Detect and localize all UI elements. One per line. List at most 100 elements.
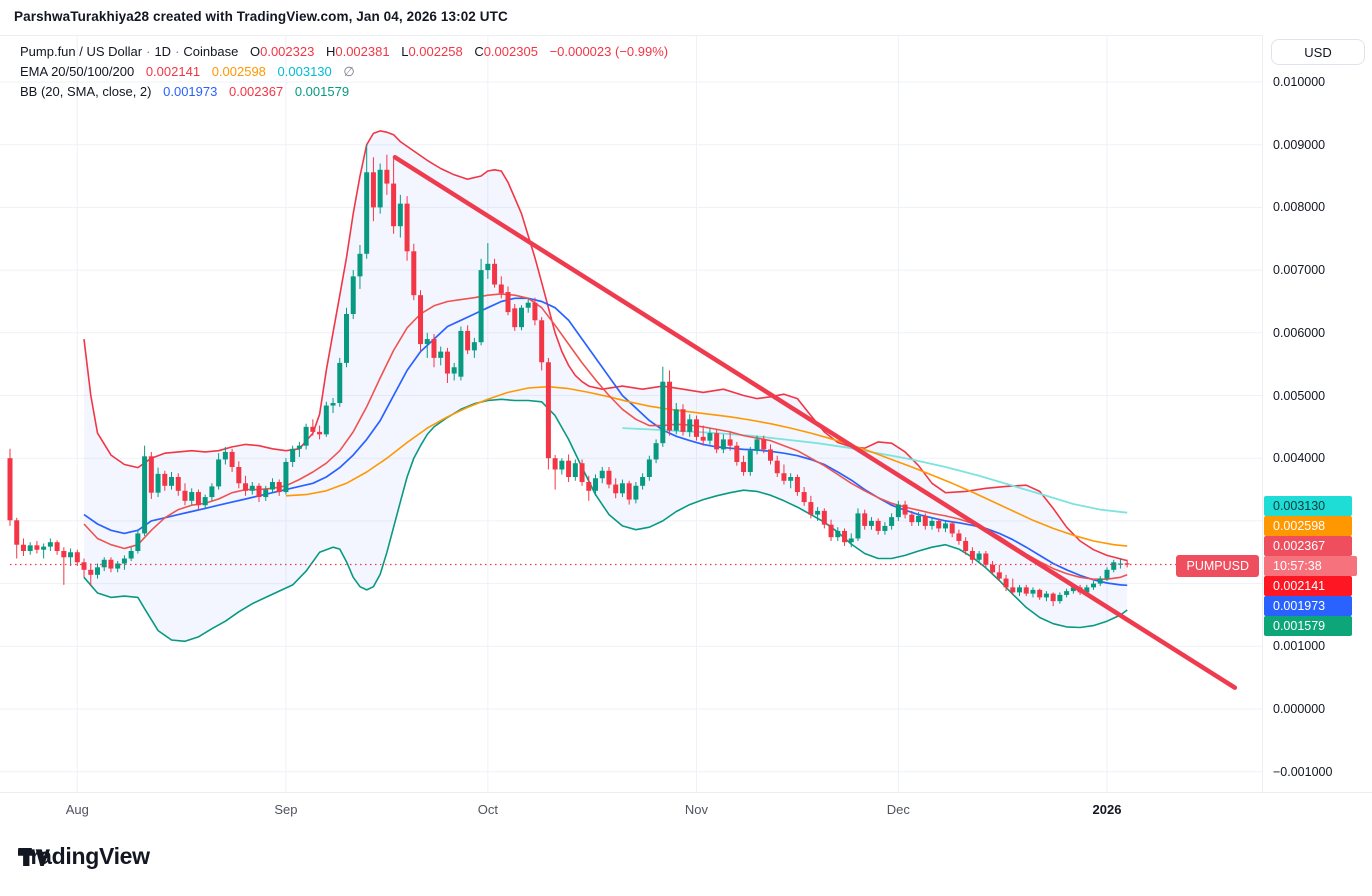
candle-body (7, 458, 13, 521)
candle-body (303, 426, 309, 446)
candle-body (364, 172, 370, 254)
candle-body (518, 307, 524, 328)
candle-body (552, 458, 558, 470)
candle-body (169, 477, 175, 486)
descending-trendline[interactable] (392, 154, 1238, 690)
candle-body (646, 459, 652, 478)
candle-body (27, 545, 33, 551)
candle-body (397, 203, 403, 227)
separator-dot: · (175, 44, 180, 59)
candle-body (606, 470, 612, 485)
candle-body (539, 320, 545, 363)
time-axis-label-dec: Dec (886, 802, 910, 817)
price-tick-label: 0.004000 (1273, 451, 1326, 466)
candle-body (189, 492, 195, 501)
candle-body (20, 544, 26, 551)
candle-body (148, 456, 154, 493)
candle-body (377, 169, 383, 208)
chart-legend: Pump.fun / US Dollar · 1D · Coinbase O0.0023… (20, 42, 668, 102)
candle-body (714, 433, 720, 450)
exchange-label: Coinbase (183, 44, 239, 59)
candle-body (47, 542, 53, 547)
candle-body (94, 567, 100, 575)
candle-body (767, 449, 773, 461)
candle-body (640, 477, 646, 486)
candle-body (693, 419, 699, 437)
interval-label: 1D (154, 44, 172, 59)
bb-upper-value: 0.002367 (228, 84, 284, 99)
candle-body (936, 520, 942, 529)
candle-body (882, 525, 888, 531)
candle-body (222, 451, 228, 460)
snapshot-attribution: ParshwaTurakhiya28 created with TradingV… (14, 9, 508, 24)
candle-body (344, 313, 349, 363)
candle-body (835, 530, 841, 538)
candle-body (619, 483, 625, 494)
close-value: 0.002305 (483, 44, 538, 59)
candle-body (68, 552, 74, 558)
candle-body (465, 330, 471, 351)
ema100-price-badge: 0.003130 (1264, 496, 1352, 516)
candle-body (202, 497, 208, 506)
candle-body (276, 482, 282, 493)
candle-body (458, 330, 464, 377)
candle-body (229, 451, 235, 467)
candle-body (142, 456, 148, 534)
candle-body (337, 362, 343, 404)
candle-body (559, 460, 565, 470)
candle-body (1070, 587, 1076, 592)
tradingview-logo-icon (18, 849, 50, 866)
candle-body (747, 450, 753, 472)
candle-body (815, 510, 821, 515)
price-axis[interactable]: USD 0.010000 0.009000 0.008000 0.007000 0.00… (1262, 35, 1372, 792)
time-axis-label-aug: Aug (65, 802, 89, 817)
time-axis-label-nov: Nov (684, 802, 709, 817)
candle-body (902, 504, 908, 515)
symbol-price-flag: PUMPUSD (1176, 555, 1259, 577)
candle-body (81, 562, 87, 570)
candle-body (990, 564, 996, 573)
candle-body (411, 251, 417, 296)
candle-body (942, 523, 948, 529)
candle-body (889, 517, 895, 526)
candle-body (566, 460, 572, 478)
candle-body (243, 483, 249, 491)
candle-body (283, 461, 289, 493)
candle-body (734, 445, 740, 462)
candle-body (216, 459, 222, 487)
candle-body (512, 308, 518, 328)
candle-body (492, 263, 498, 285)
candle-body (1124, 563, 1130, 565)
candle-body (182, 490, 188, 501)
candle-body (1084, 587, 1090, 593)
candle-body (88, 569, 94, 575)
snapshot-titlebar: ParshwaTurakhiya28 created with TradingV… (0, 0, 1372, 35)
candle-body (862, 513, 868, 526)
candle-body (431, 339, 437, 358)
price-tick-label: 0.006000 (1273, 325, 1326, 340)
candle-body (949, 523, 955, 534)
bb-upper-line (83, 130, 1128, 562)
candle-body (653, 443, 659, 460)
candle-body (828, 524, 834, 538)
candle-body (54, 542, 60, 551)
candle-body (667, 381, 673, 431)
candle-body (956, 533, 962, 541)
candle-body (1010, 587, 1016, 593)
candle-body (983, 553, 989, 565)
candle-body (1111, 562, 1117, 570)
ema50-line (285, 385, 1128, 547)
currency-toggle-button[interactable]: USD (1271, 39, 1365, 65)
candle-body (586, 482, 592, 491)
candle-body (162, 473, 168, 486)
candle-body (963, 540, 969, 551)
candle-body (700, 436, 706, 441)
candle-body (209, 486, 215, 498)
time-axis[interactable]: Aug Sep Oct Nov Dec 2026 (0, 792, 1372, 826)
candle-body (236, 466, 242, 484)
candle-body (687, 419, 693, 432)
price-tick-label: 0.007000 (1273, 263, 1326, 278)
bb-indicator-label: BB (20, SMA, close, 2) (20, 84, 152, 99)
